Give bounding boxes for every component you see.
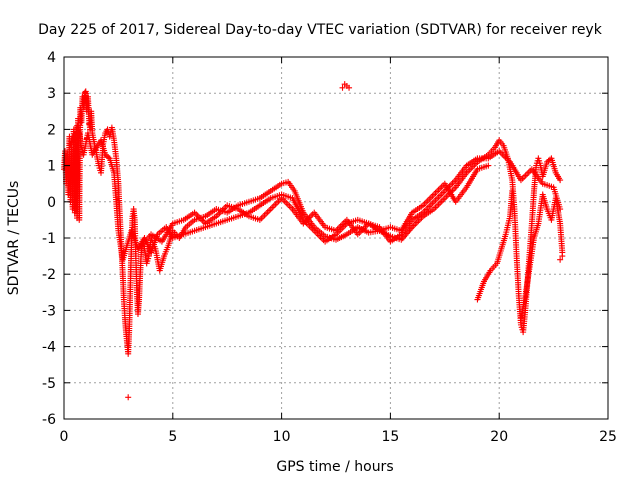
x-tick-label: 20 xyxy=(490,429,508,445)
data-point xyxy=(485,162,492,169)
y-tick-label: -4 xyxy=(42,340,56,356)
data-point xyxy=(86,120,93,127)
x-tick-label: 0 xyxy=(60,429,69,445)
x-axis-label: GPS time / hours xyxy=(276,459,393,475)
data-point xyxy=(339,84,346,91)
data-point xyxy=(557,177,564,184)
y-tick-label: 3 xyxy=(47,86,56,102)
data-point xyxy=(559,253,566,260)
y-tick-label: 1 xyxy=(47,159,56,175)
data-point xyxy=(346,84,353,91)
chart-title: Day 225 of 2017, Sidereal Day-to-day VTE… xyxy=(38,22,603,38)
axes: 0 5 10 15 20 25 -6 -5 -4 -3 -2 -1 0 1 2 3 4 xyxy=(42,50,617,445)
y-tick-label: -2 xyxy=(42,267,56,283)
y-tick-label: -5 xyxy=(42,376,56,392)
y-tick-label: -3 xyxy=(42,303,56,319)
data-point xyxy=(125,394,132,401)
plot-frame xyxy=(63,56,609,420)
x-tick-label: 25 xyxy=(599,429,617,445)
y-tick-label: 0 xyxy=(47,195,56,211)
y-tick-label: -6 xyxy=(42,412,56,428)
data-points xyxy=(61,81,566,401)
y-tick-label: 2 xyxy=(47,122,56,138)
data-point xyxy=(557,256,564,263)
x-tick-label: 10 xyxy=(273,429,291,445)
y-axis-label: SDTVAR / TECUs xyxy=(6,181,22,296)
y-tick-label: -1 xyxy=(42,231,56,247)
y-tick-label: 4 xyxy=(47,50,56,66)
x-tick-label: 5 xyxy=(168,429,177,445)
data-point xyxy=(509,187,516,194)
x-tick-label: 15 xyxy=(381,429,399,445)
data-point xyxy=(83,135,90,142)
